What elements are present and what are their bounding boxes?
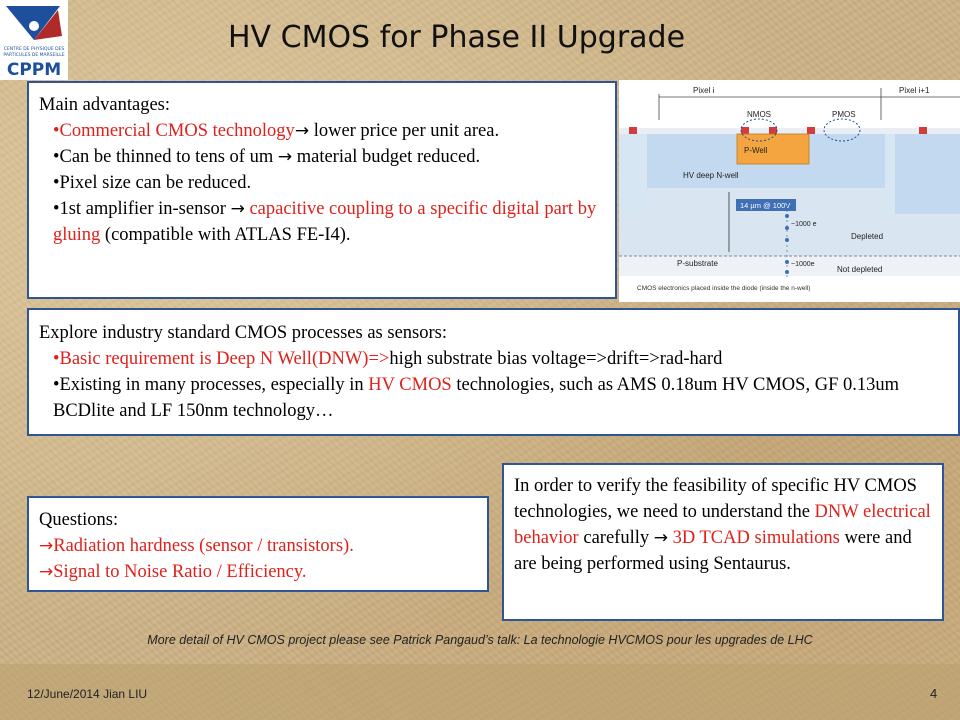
label-pmos: PMOS (832, 110, 856, 119)
footer-bar (0, 664, 960, 720)
label-nmos: NMOS (747, 110, 771, 119)
label-p-well: P-Well (744, 146, 768, 155)
advantages-box: Main advantages: •Commercial CMOS techno… (27, 81, 617, 299)
footer-date-author: 12/June/2014 Jian LIU (27, 687, 148, 701)
logo-line1: CENTRE DE PHYSIQUE DES (4, 46, 65, 52)
logo-line2: PARTICULES DE MARSEILLE (3, 52, 64, 58)
question-item: →Radiation hardness (sensor / transistor… (39, 536, 354, 556)
explore-item: •Basic requirement is Deep N Well(DNW)=>… (53, 349, 723, 369)
reference-note: More detail of HV CMOS project please se… (147, 633, 813, 647)
label-pixel-i: Pixel i (693, 86, 715, 95)
verify-box: In order to verify the feasibility of sp… (502, 463, 944, 621)
label-hv-nwell: HV deep N-well (683, 171, 739, 180)
explore-item: •Existing in many processes, especially … (53, 375, 899, 421)
arrow-right-icon: → (277, 147, 293, 167)
label-pixel-i1: Pixel i+1 (899, 86, 930, 95)
label-depleted: Depleted (851, 232, 883, 241)
arrow-right-icon: → (39, 536, 54, 556)
label-1000e-bottom: ~1000e (791, 261, 815, 268)
explore-box: Explore industry standard CMOS processes… (27, 308, 960, 436)
page-number: 4 (930, 686, 938, 701)
label-p-substrate: P-substrate (677, 259, 718, 268)
label-1000e-top: ~1000 e (791, 221, 817, 228)
questions-heading: Questions: (39, 510, 119, 530)
arrow-right-icon: → (39, 562, 54, 582)
cppm-logo: CENTRE DE PHYSIQUE DES PARTICULES DE MAR… (0, 0, 68, 80)
advantage-item: •Commercial CMOS technology→ lower price… (53, 121, 500, 141)
label-not-depleted: Not depleted (837, 265, 882, 274)
question-item: →Signal to Noise Ratio / Efficiency. (39, 562, 307, 582)
advantage-item: •1st amplifier in-sensor → capacitive co… (53, 199, 597, 245)
advantage-item: •Can be thinned to tens of um → material… (53, 147, 481, 167)
sensor-cross-section-figure: Pixel i Pixel i+1 P-Well NMOS PMOS HV de… (619, 80, 960, 302)
figure-caption: CMOS electronics placed inside the diode… (637, 285, 810, 292)
p-well-region (736, 133, 810, 165)
explore-heading: Explore industry standard CMOS processes… (39, 323, 447, 343)
arrow-right-icon: → (230, 199, 245, 219)
logo-name: CPPM (7, 60, 61, 80)
advantages-heading: Main advantages: (39, 95, 170, 115)
not-depleted-region (619, 256, 960, 276)
cppm-logo-graphic: CENTRE DE PHYSIQUE DES PARTICULES DE MAR… (3, 6, 65, 80)
questions-box: Questions: →Radiation hardness (sensor /… (27, 496, 489, 592)
label-depth: 14 µm @ 100V (740, 201, 790, 210)
arrow-right-icon: → (294, 121, 310, 141)
arrow-right-icon: → (653, 528, 668, 548)
advantage-item: •Pixel size can be reduced. (53, 173, 252, 193)
page-title: HV CMOS for Phase II Upgrade (228, 20, 686, 55)
depleted-region (619, 214, 960, 256)
